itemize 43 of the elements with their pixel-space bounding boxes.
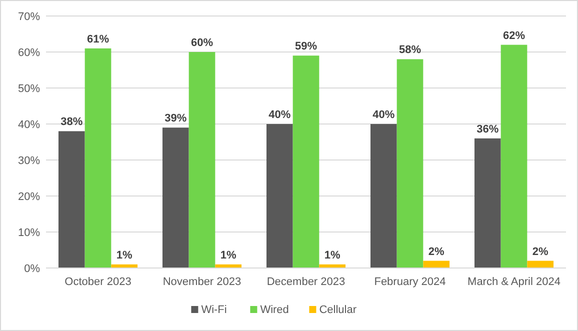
- y-tick-label: 40%: [18, 119, 40, 131]
- bar: [527, 260, 554, 268]
- x-tick-label: November 2023: [162, 276, 242, 288]
- bar: [370, 124, 397, 268]
- bar: [58, 131, 85, 268]
- bar: [84, 48, 112, 268]
- data-label: 40%: [268, 109, 291, 121]
- bar: [292, 56, 320, 268]
- data-label: 2%: [532, 246, 549, 258]
- y-tick-label: 10%: [18, 227, 40, 239]
- y-tick-label: 30%: [18, 155, 40, 167]
- data-label: 60%: [190, 37, 214, 49]
- data-label: 36%: [476, 123, 499, 136]
- x-tick-label: December 2023: [266, 276, 346, 288]
- data-label: 38%: [60, 116, 83, 128]
- y-tick-label: 60%: [18, 47, 40, 59]
- data-label: 1%: [116, 249, 133, 262]
- y-tick-label: 50%: [18, 83, 40, 95]
- data-label: 61%: [86, 33, 110, 46]
- x-tick-label: March & April 2024: [468, 276, 560, 288]
- data-label: 39%: [164, 112, 187, 125]
- data-label: 58%: [398, 44, 422, 56]
- legend-label: Wi-Fi: [201, 304, 227, 316]
- legend-label: Wired: [260, 304, 289, 316]
- bar: [266, 124, 293, 268]
- data-label: 59%: [294, 40, 318, 53]
- y-tick-label: 70%: [18, 11, 40, 23]
- data-label: 62%: [502, 30, 526, 42]
- data-label: 1%: [324, 249, 341, 262]
- y-tick-label: 0%: [24, 263, 40, 275]
- y-tick-label: 20%: [18, 191, 40, 203]
- bar: [423, 260, 450, 268]
- data-label: 1%: [220, 249, 237, 262]
- bar: [188, 52, 216, 268]
- bar: [474, 138, 501, 268]
- x-tick-label: October 2023: [64, 276, 132, 288]
- bar: [396, 59, 424, 268]
- bar: [500, 44, 528, 268]
- legend-label: Cellular: [319, 304, 357, 316]
- data-label: 40%: [372, 109, 395, 121]
- bar: [162, 128, 189, 268]
- data-label: 2%: [428, 246, 445, 258]
- x-tick-label: February 2024: [374, 276, 446, 288]
